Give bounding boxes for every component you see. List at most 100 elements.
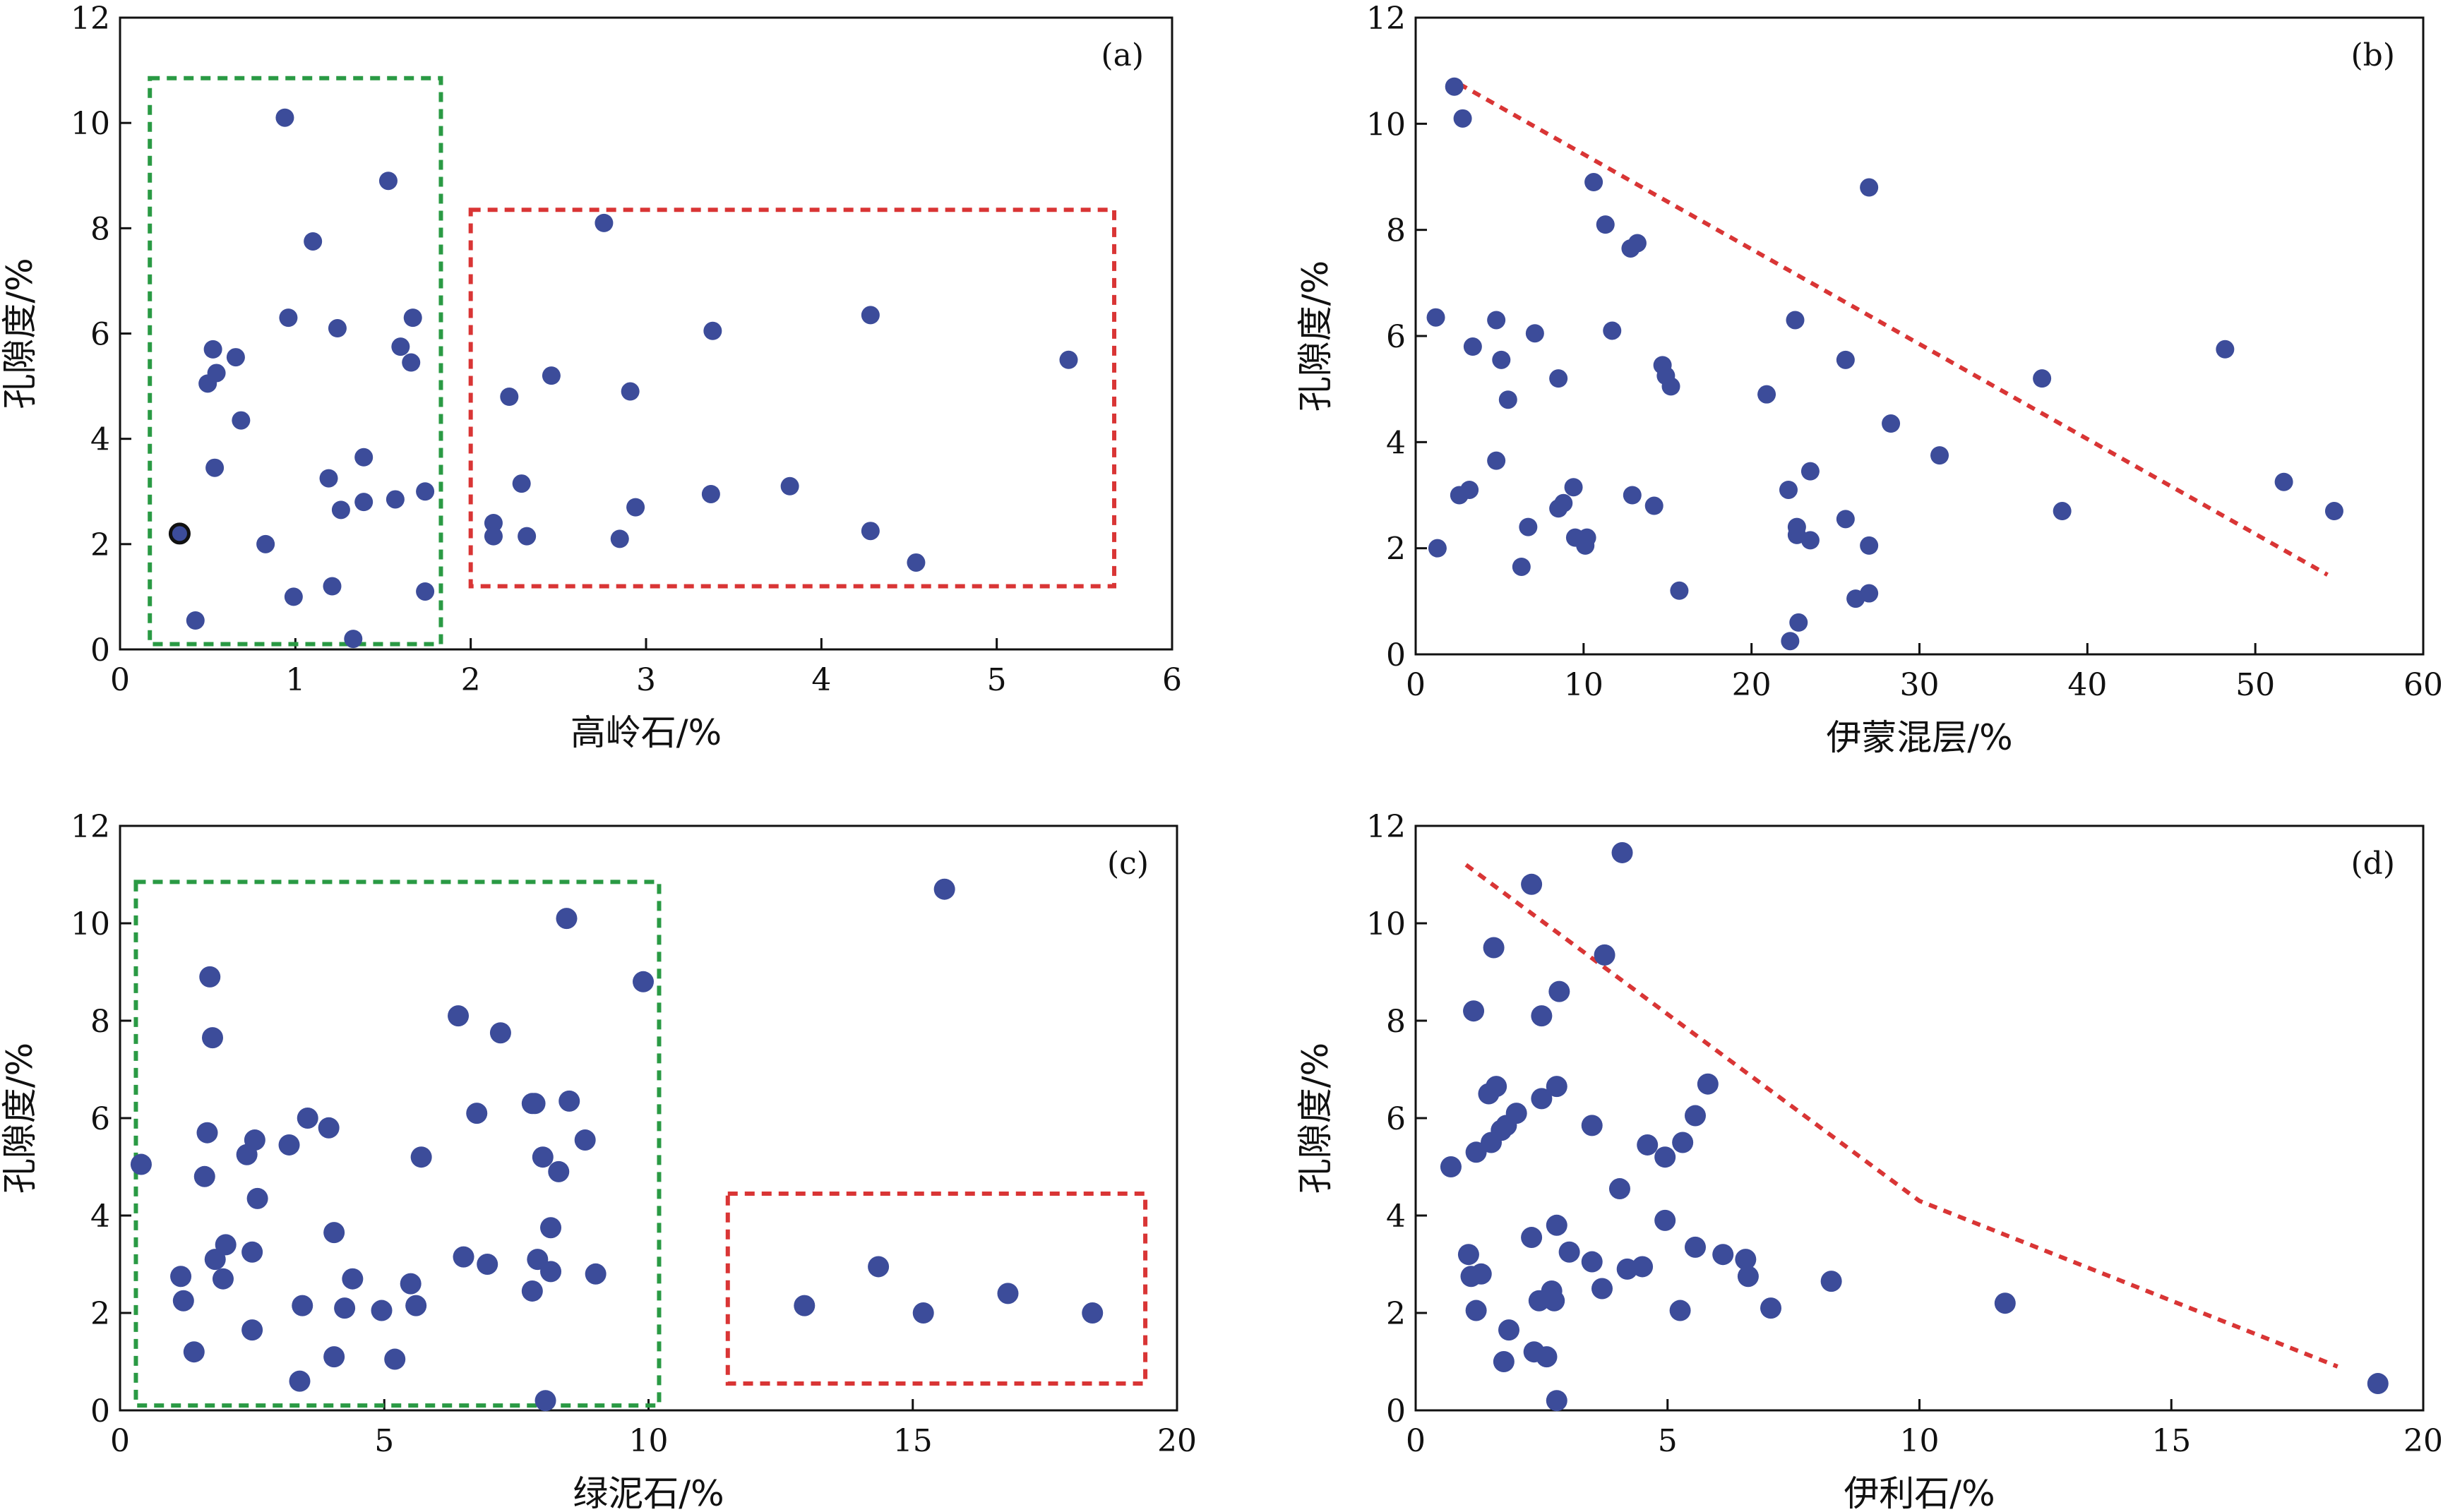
y-tick-label: 12 bbox=[71, 1, 110, 37]
data-point bbox=[540, 1261, 562, 1283]
panel-tag: (a) bbox=[1101, 37, 1144, 73]
data-point bbox=[477, 1254, 498, 1275]
data-point bbox=[574, 1129, 596, 1151]
data-point bbox=[1440, 1156, 1462, 1177]
data-point bbox=[518, 527, 537, 546]
trend-line bbox=[1458, 82, 2329, 577]
data-point bbox=[289, 1370, 311, 1392]
data-point bbox=[1487, 311, 1506, 330]
data-point bbox=[241, 1241, 263, 1263]
data-point bbox=[319, 469, 338, 488]
y-tick-label: 0 bbox=[90, 632, 110, 668]
x-tick-label: 20 bbox=[1157, 1423, 1197, 1459]
data-point bbox=[410, 1146, 432, 1168]
data-point bbox=[391, 337, 410, 356]
y-tick-label: 8 bbox=[90, 211, 110, 247]
data-point bbox=[278, 1134, 300, 1156]
y-tick-label: 4 bbox=[1386, 425, 1406, 461]
data-point bbox=[1483, 937, 1505, 959]
y-tick-label: 6 bbox=[90, 1101, 110, 1137]
plot-frame bbox=[1414, 16, 2425, 656]
data-point bbox=[1800, 531, 1820, 550]
data-point bbox=[328, 319, 347, 338]
data-point bbox=[861, 522, 880, 541]
plot-frame bbox=[119, 824, 1178, 1412]
data-point bbox=[1505, 1103, 1527, 1124]
data-point bbox=[1470, 1263, 1492, 1285]
x-tick-label: 30 bbox=[1900, 667, 1940, 703]
data-point bbox=[1860, 536, 1879, 555]
x-tick-label: 0 bbox=[110, 1423, 130, 1459]
data-point bbox=[868, 1256, 890, 1278]
highlight-box bbox=[725, 1191, 1148, 1386]
data-point bbox=[1712, 1244, 1734, 1266]
y-axis-label: 孔隙度/% bbox=[0, 1043, 40, 1194]
data-point bbox=[521, 1280, 543, 1302]
data-point bbox=[1654, 1209, 1676, 1231]
data-point bbox=[371, 1300, 393, 1321]
data-point bbox=[1549, 369, 1568, 388]
data-point bbox=[292, 1295, 313, 1316]
y-tick-label: 10 bbox=[1366, 107, 1406, 143]
x-axis-label: 伊利石/% bbox=[1844, 1473, 1995, 1512]
data-point bbox=[1627, 234, 1647, 253]
data-point bbox=[203, 340, 222, 359]
data-point bbox=[1779, 480, 1798, 499]
data-point bbox=[1453, 109, 1472, 128]
data-point bbox=[1594, 944, 1615, 966]
y-tick-label: 8 bbox=[1386, 1004, 1406, 1040]
data-point bbox=[621, 382, 640, 401]
y-tick-label: 2 bbox=[90, 1296, 110, 1332]
x-tick-label: 3 bbox=[636, 662, 656, 698]
data-point bbox=[1543, 1290, 1565, 1312]
data-point bbox=[1519, 517, 1538, 536]
data-point bbox=[997, 1283, 1019, 1304]
chart-panel-3: 0 5 10 15 20 0 2 4 6 8 10 12 绿泥石/% 孔隙度/% (c) bbox=[0, 809, 1197, 1512]
data-point bbox=[400, 1273, 422, 1295]
data-point bbox=[2053, 502, 2072, 521]
data-point bbox=[1426, 308, 1445, 327]
x-tick-label: 5 bbox=[987, 662, 1007, 698]
data-point bbox=[1512, 557, 1531, 576]
data-point bbox=[610, 529, 629, 548]
y-tick-label: 12 bbox=[71, 809, 110, 845]
y-tick-label: 6 bbox=[90, 317, 110, 353]
data-point bbox=[1860, 178, 1879, 197]
data-point bbox=[323, 1346, 345, 1368]
data-point bbox=[226, 348, 245, 367]
data-point bbox=[701, 484, 720, 503]
y-axis-label: 孔隙度/% bbox=[0, 258, 40, 409]
data-point bbox=[912, 1302, 934, 1324]
data-point bbox=[201, 1027, 223, 1049]
y-tick-label: 0 bbox=[1386, 637, 1406, 673]
data-point bbox=[595, 213, 614, 232]
data-point bbox=[2367, 1373, 2389, 1395]
data-point bbox=[1564, 478, 1583, 497]
data-point bbox=[1059, 350, 1078, 369]
data-point bbox=[542, 366, 561, 385]
x-tick-label: 2 bbox=[461, 662, 481, 698]
data-point bbox=[1548, 980, 1570, 1002]
x-tick-label: 5 bbox=[1658, 1423, 1678, 1459]
data-point bbox=[2216, 340, 2235, 359]
data-point bbox=[1428, 539, 1447, 558]
y-tick-label: 2 bbox=[1386, 532, 1406, 568]
data-point bbox=[794, 1295, 816, 1316]
data-point bbox=[279, 308, 298, 328]
data-point bbox=[1800, 462, 1820, 481]
data-point bbox=[548, 1160, 570, 1182]
x-tick-label: 15 bbox=[2151, 1423, 2191, 1459]
data-point bbox=[205, 458, 225, 477]
data-point bbox=[540, 1217, 562, 1239]
x-tick-label: 6 bbox=[1162, 662, 1182, 698]
data-point bbox=[215, 1234, 237, 1256]
y-tick-label: 4 bbox=[1386, 1199, 1406, 1235]
data-point bbox=[384, 1348, 406, 1370]
data-point bbox=[170, 1266, 192, 1288]
y-tick-label: 0 bbox=[1386, 1393, 1406, 1429]
data-point bbox=[1757, 385, 1776, 404]
data-point bbox=[453, 1246, 474, 1268]
data-point bbox=[933, 878, 955, 900]
y-tick-label: 10 bbox=[1366, 906, 1406, 942]
